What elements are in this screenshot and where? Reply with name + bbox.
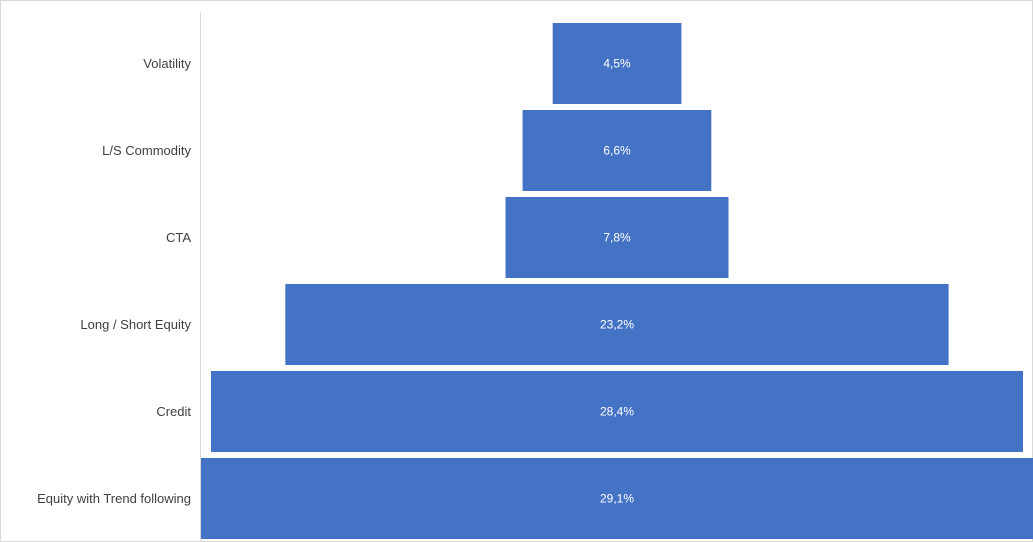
category-labels-layer: Volatility L/S Commodity CTA Long / Short E… xyxy=(37,56,191,506)
category-label-cta: CTA xyxy=(166,230,191,245)
value-label-cta: 7,8% xyxy=(603,231,631,245)
value-label-l-s-commodity: 6,6% xyxy=(603,144,631,158)
category-label-credit: Credit xyxy=(156,404,191,419)
category-label-volatility: Volatility xyxy=(143,56,191,71)
bar-equity-with-trend-following xyxy=(201,458,1033,539)
value-label-long-short-equity: 23,2% xyxy=(600,318,634,332)
category-label-equity-with-trend-following: Equity with Trend following xyxy=(37,491,191,506)
bars-layer: 4,5% 6,6% 7,8% 23,2% 28,4% 29,1% xyxy=(201,23,1033,539)
bar-cta xyxy=(505,197,729,278)
category-label-long-short-equity: Long / Short Equity xyxy=(80,317,191,332)
value-label-volatility: 4,5% xyxy=(603,57,631,71)
category-label-l-s-commodity: L/S Commodity xyxy=(102,143,191,158)
bar-l-s-commodity xyxy=(522,110,712,191)
value-label-credit: 28,4% xyxy=(600,405,634,419)
bar-long-short-equity xyxy=(285,284,949,365)
bar-volatility xyxy=(552,23,682,104)
value-label-equity-with-trend-following: 29,1% xyxy=(600,492,634,506)
bar-credit xyxy=(211,371,1023,452)
